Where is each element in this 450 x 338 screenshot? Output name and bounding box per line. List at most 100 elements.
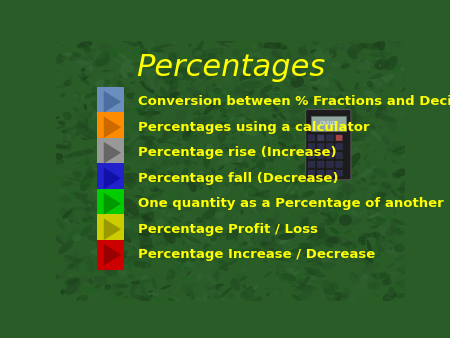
Ellipse shape	[96, 183, 99, 187]
Ellipse shape	[353, 138, 359, 140]
Ellipse shape	[366, 264, 379, 267]
Ellipse shape	[310, 203, 315, 209]
Ellipse shape	[305, 270, 315, 275]
Ellipse shape	[86, 258, 95, 272]
Ellipse shape	[184, 235, 210, 245]
Ellipse shape	[151, 245, 154, 248]
Ellipse shape	[182, 204, 190, 207]
Ellipse shape	[325, 86, 329, 89]
Ellipse shape	[190, 106, 196, 110]
Ellipse shape	[111, 159, 116, 162]
Ellipse shape	[314, 146, 321, 156]
Ellipse shape	[304, 74, 308, 77]
Ellipse shape	[234, 86, 245, 94]
Ellipse shape	[303, 253, 307, 257]
Ellipse shape	[129, 283, 137, 294]
Ellipse shape	[129, 107, 141, 114]
Ellipse shape	[346, 272, 356, 281]
Ellipse shape	[125, 173, 149, 179]
Ellipse shape	[232, 135, 237, 141]
Ellipse shape	[73, 210, 86, 217]
Ellipse shape	[303, 65, 309, 70]
Ellipse shape	[255, 175, 267, 179]
Ellipse shape	[141, 215, 155, 222]
Ellipse shape	[78, 252, 84, 258]
Ellipse shape	[324, 108, 338, 122]
Ellipse shape	[318, 263, 337, 269]
Ellipse shape	[239, 68, 251, 81]
Ellipse shape	[211, 229, 214, 231]
Ellipse shape	[138, 202, 142, 205]
Ellipse shape	[253, 73, 257, 76]
Ellipse shape	[299, 220, 308, 224]
Ellipse shape	[385, 56, 398, 70]
Ellipse shape	[104, 285, 112, 288]
Ellipse shape	[154, 97, 159, 101]
Ellipse shape	[241, 70, 263, 79]
Ellipse shape	[168, 42, 172, 45]
Ellipse shape	[299, 279, 304, 284]
Ellipse shape	[262, 129, 266, 137]
Ellipse shape	[255, 121, 260, 126]
Ellipse shape	[348, 260, 363, 263]
Ellipse shape	[130, 131, 139, 147]
Ellipse shape	[181, 59, 187, 67]
Ellipse shape	[154, 240, 168, 246]
Ellipse shape	[284, 189, 297, 191]
Ellipse shape	[230, 198, 236, 202]
Ellipse shape	[222, 218, 226, 219]
Ellipse shape	[81, 298, 88, 302]
Ellipse shape	[301, 113, 305, 121]
Ellipse shape	[311, 296, 316, 298]
Ellipse shape	[254, 281, 258, 287]
Ellipse shape	[198, 113, 201, 115]
Ellipse shape	[203, 69, 211, 73]
Ellipse shape	[128, 139, 137, 150]
Ellipse shape	[254, 121, 262, 128]
Ellipse shape	[237, 78, 247, 81]
Ellipse shape	[335, 81, 344, 84]
Ellipse shape	[143, 253, 166, 259]
Ellipse shape	[87, 134, 90, 138]
Ellipse shape	[252, 235, 273, 245]
Ellipse shape	[290, 128, 298, 134]
Ellipse shape	[192, 79, 197, 82]
Ellipse shape	[117, 38, 128, 45]
Ellipse shape	[194, 184, 199, 191]
Ellipse shape	[198, 171, 204, 176]
Ellipse shape	[329, 48, 337, 58]
Ellipse shape	[314, 51, 323, 57]
Ellipse shape	[310, 137, 328, 154]
Ellipse shape	[215, 94, 226, 99]
Ellipse shape	[347, 49, 353, 52]
Ellipse shape	[219, 291, 228, 307]
Ellipse shape	[198, 67, 220, 72]
Ellipse shape	[298, 177, 311, 181]
Ellipse shape	[178, 67, 202, 72]
Ellipse shape	[179, 229, 185, 235]
Ellipse shape	[352, 190, 355, 192]
Ellipse shape	[112, 283, 129, 288]
Ellipse shape	[213, 134, 217, 137]
Ellipse shape	[147, 141, 158, 153]
Ellipse shape	[303, 148, 308, 153]
Ellipse shape	[388, 229, 390, 231]
Ellipse shape	[245, 109, 260, 118]
Ellipse shape	[132, 49, 135, 51]
Ellipse shape	[393, 221, 399, 222]
Ellipse shape	[200, 112, 213, 118]
Ellipse shape	[105, 267, 118, 277]
Ellipse shape	[330, 210, 336, 219]
Ellipse shape	[221, 114, 230, 120]
Ellipse shape	[217, 180, 219, 182]
Ellipse shape	[159, 125, 182, 132]
Ellipse shape	[186, 87, 204, 97]
Ellipse shape	[144, 78, 162, 90]
Ellipse shape	[311, 59, 314, 61]
Ellipse shape	[190, 200, 201, 204]
Ellipse shape	[340, 101, 345, 106]
Ellipse shape	[73, 106, 80, 113]
Ellipse shape	[75, 214, 87, 219]
Ellipse shape	[380, 272, 391, 280]
Ellipse shape	[106, 48, 120, 55]
